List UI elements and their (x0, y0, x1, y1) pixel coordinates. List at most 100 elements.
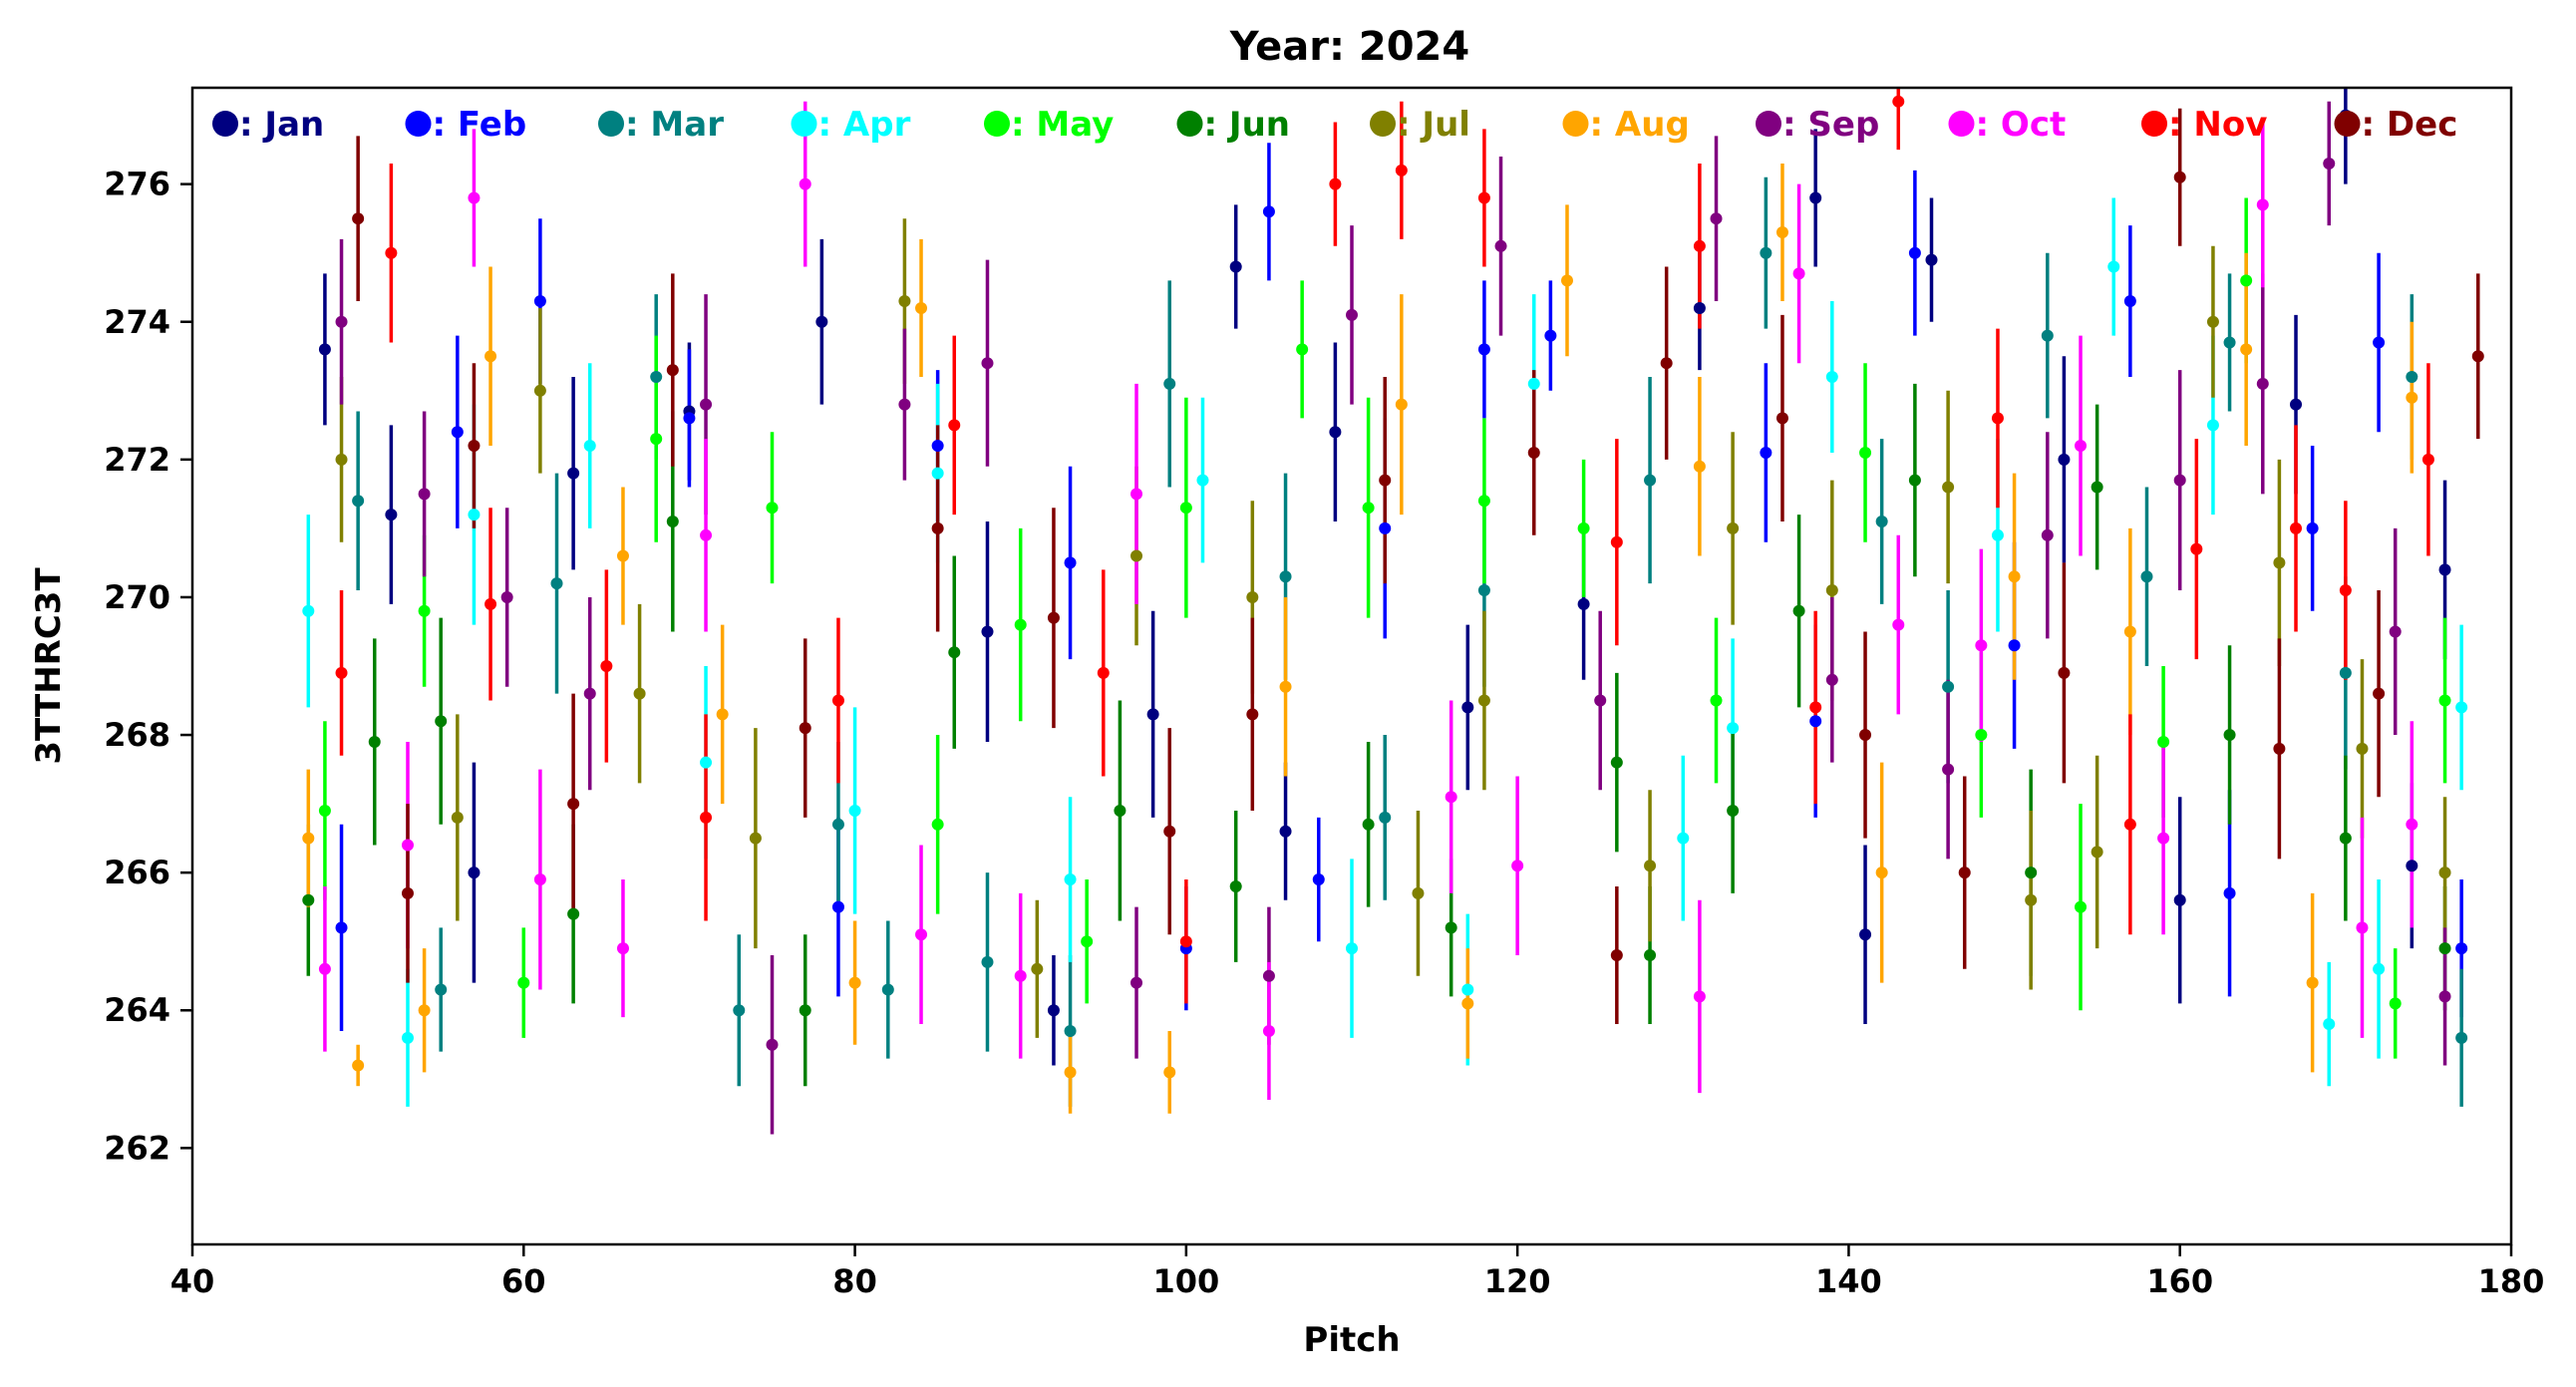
data-point (484, 597, 497, 610)
y-axis: 262 264 266 268 270 272 274 276 (104, 166, 192, 1167)
data-point (831, 818, 844, 831)
data-point (1892, 95, 1905, 108)
data-point (1262, 969, 1275, 982)
data-point (1610, 949, 1623, 961)
data-point (733, 1004, 746, 1017)
y-tick-label: 274 (104, 303, 170, 341)
data-point (1064, 556, 1077, 569)
data-point (2273, 742, 2286, 755)
data-point (2240, 274, 2253, 287)
y-tick-label: 270 (104, 578, 170, 616)
data-point (981, 625, 994, 638)
data-point (1130, 976, 1143, 989)
data-point (2339, 584, 2352, 597)
data-point (2190, 542, 2203, 555)
data-point (1560, 274, 1573, 287)
legend-marker (791, 111, 817, 137)
data-point (1775, 226, 1788, 238)
data-point (700, 528, 713, 541)
y-tick-label: 276 (104, 166, 170, 203)
data-point (1527, 446, 1540, 459)
data-point (2075, 900, 2088, 913)
data-point (1047, 611, 1060, 624)
data-point (2091, 481, 2103, 494)
data-point (2123, 625, 2136, 638)
data-point (533, 295, 546, 308)
data-point (1958, 867, 1971, 879)
data-point (2223, 336, 2236, 349)
data-point (1246, 590, 1259, 603)
data-point (468, 191, 481, 204)
data-point (2123, 295, 2136, 308)
plot-area-frame (190, 86, 2513, 1246)
data-point (1130, 549, 1143, 562)
data-point (583, 440, 596, 453)
x-tick-label: 80 (832, 1262, 877, 1300)
data-point (716, 708, 729, 721)
data-point (500, 590, 513, 603)
data-point (2438, 563, 2451, 576)
data-point (1379, 521, 1392, 534)
data-point (2438, 694, 2451, 707)
data-point (1279, 825, 1292, 838)
data-point (468, 440, 481, 453)
data-point (1809, 715, 1822, 728)
legend-marker (1562, 111, 1589, 137)
data-point (898, 295, 911, 308)
data-point (318, 343, 331, 356)
data-point (2058, 666, 2071, 679)
data-point (2273, 556, 2286, 569)
data-point (1379, 474, 1392, 487)
data-point (1047, 1004, 1060, 1017)
chart-title: Year: 2024 (1229, 24, 1469, 70)
data-point (2406, 860, 2418, 872)
data-point (2008, 639, 2021, 652)
data-point (2339, 832, 2352, 845)
data-point (1262, 205, 1275, 218)
data-point (418, 604, 431, 617)
x-tick-label: 120 (1484, 1262, 1551, 1300)
data-point (848, 805, 861, 817)
data-point (1610, 535, 1623, 548)
data-point (1445, 921, 1457, 934)
data-point (616, 549, 629, 562)
data-point (2406, 818, 2418, 831)
data-point (1825, 673, 1838, 686)
data-point (1577, 597, 1590, 610)
data-point (799, 1004, 811, 1017)
data-point (2256, 198, 2269, 211)
x-tick-label: 40 (170, 1262, 215, 1300)
data-point (1577, 521, 1590, 534)
data-point (2290, 398, 2303, 411)
data-point (1859, 928, 1872, 941)
data-point (1693, 990, 1706, 1003)
data-point (1792, 267, 1805, 280)
data-point (2058, 453, 2071, 466)
legend-marker (2334, 111, 2361, 137)
legend-marker (1948, 111, 1975, 137)
data-point (2173, 893, 2186, 906)
data-point (2323, 157, 2336, 170)
data-point (2223, 729, 2236, 742)
data-point (1710, 694, 1723, 707)
data-point (766, 1038, 779, 1051)
data-point (1346, 308, 1358, 321)
data-point (1395, 398, 1408, 411)
data-point (1693, 460, 1706, 473)
data-point (451, 426, 464, 439)
data-point (1445, 791, 1457, 804)
data-point (1809, 701, 1822, 714)
data-point (1163, 1066, 1176, 1079)
points-layer (302, 95, 2484, 1079)
data-point (1892, 618, 1905, 631)
data-point (766, 502, 779, 515)
data-point (931, 467, 944, 480)
data-point (1262, 1024, 1275, 1037)
data-point (1064, 1066, 1077, 1079)
data-point (1031, 962, 1044, 975)
data-point (1146, 708, 1159, 721)
data-point (2406, 371, 2418, 383)
data-point (2173, 171, 2186, 183)
legend-entry: : Jan (239, 105, 324, 145)
data-point (435, 715, 448, 728)
